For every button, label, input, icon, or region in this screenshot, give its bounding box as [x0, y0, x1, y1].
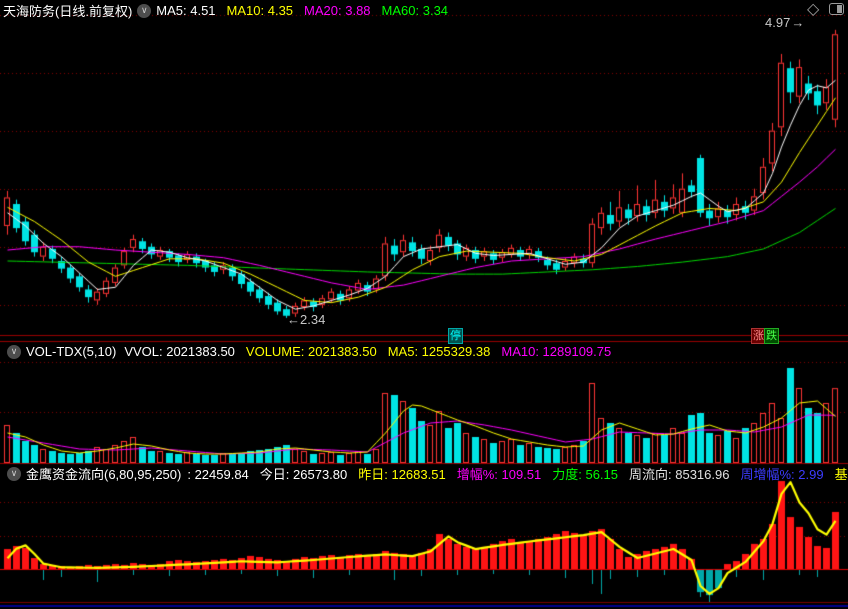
indicator-value: 增幅%: 109.51 — [456, 467, 542, 482]
collapse-chevron-icon[interactable]: ∨ — [7, 344, 21, 359]
indicator-value: VOLUME: 2021383.50 — [245, 344, 377, 359]
high-price-label: 4.97 — [765, 15, 791, 30]
indicator-value: MA60: 3.34 — [381, 3, 449, 18]
volume-panel-header: ∨ VOL-TDX(5,10) VVOL: 2021383.50 VOLUME: … — [2, 344, 622, 359]
indicator-value: 力度: 56.15 — [552, 467, 619, 482]
chevron-down-glyph: ∨ — [10, 346, 18, 356]
indicator-value: VVOL: 2021383.50 — [124, 344, 235, 359]
indicator-value: MA5: 4.51 — [156, 3, 216, 18]
fall-marker-badge: 跌 — [764, 328, 779, 344]
low-price-annotation: ←2.34 — [286, 312, 325, 327]
volume-indicator-title: VOL-TDX(5,10) — [26, 344, 117, 359]
low-price-label: 2.34 — [300, 312, 326, 327]
moneyflow-panel-header: ∨ 金鹰资金流向(6,80,95,250) : 22459.84 今日: 2657… — [2, 464, 848, 483]
arrow-left-icon: ← — [287, 312, 300, 327]
moneyflow-panel[interactable] — [0, 463, 848, 609]
panel-half-fill — [837, 5, 842, 13]
volume-panel[interactable] — [0, 341, 848, 463]
indicator-value: 基线: 20991.68 — [834, 467, 848, 482]
indicator-value: 今日: 26573.80 — [259, 467, 348, 482]
price-panel[interactable] — [0, 0, 848, 341]
indicator-value: MA20: 3.88 — [304, 3, 371, 18]
indicator-value: MA5: 1255329.38 — [387, 344, 491, 359]
arrow-right-icon: → — [791, 15, 804, 30]
indicator-value: 昨日: 12683.51 — [358, 467, 446, 482]
moneyflow-indicator-title: 金鹰资金流向(6,80,95,250) — [26, 467, 182, 482]
high-price-annotation: 4.97→ — [765, 15, 804, 30]
collapse-chevron-icon[interactable]: ∨ — [7, 466, 21, 481]
indicator-value: MA10: 1289109.75 — [501, 344, 612, 359]
indicator-value: 周流向: 85316.96 — [629, 467, 730, 482]
suspension-marker-badge: 停 — [448, 328, 463, 344]
chevron-down-glyph: ∨ — [140, 5, 148, 15]
indicator-value: : 22459.84 — [187, 467, 249, 482]
indicator-value: 周增幅%: 2.99 — [740, 467, 824, 482]
collapse-chevron-icon[interactable]: ∨ — [137, 3, 152, 18]
chevron-down-glyph: ∨ — [10, 468, 18, 478]
maximize-panel-icon[interactable] — [829, 3, 844, 15]
volume-indicator-list: VVOL: 2021383.50 VOLUME: 2021383.50 MA5: 1… — [124, 344, 622, 359]
ma-indicator-list: MA5: 4.51 MA10: 4.35 MA20: 3.88 MA60: 3.34 — [156, 3, 459, 18]
price-panel-header: 天海防务(日线.前复权) ∨ MA5: 4.51 MA10: 4.35 MA20: … — [3, 1, 459, 20]
stock-title: 天海防务(日线.前复权) — [3, 4, 133, 19]
moneyflow-indicator-list: : 22459.84 今日: 26573.80 昨日: 12683.51 增幅%: 1… — [187, 464, 848, 483]
indicator-value: MA10: 4.35 — [226, 3, 294, 18]
diamond-marker-icon[interactable]: ◇ — [807, 1, 820, 18]
